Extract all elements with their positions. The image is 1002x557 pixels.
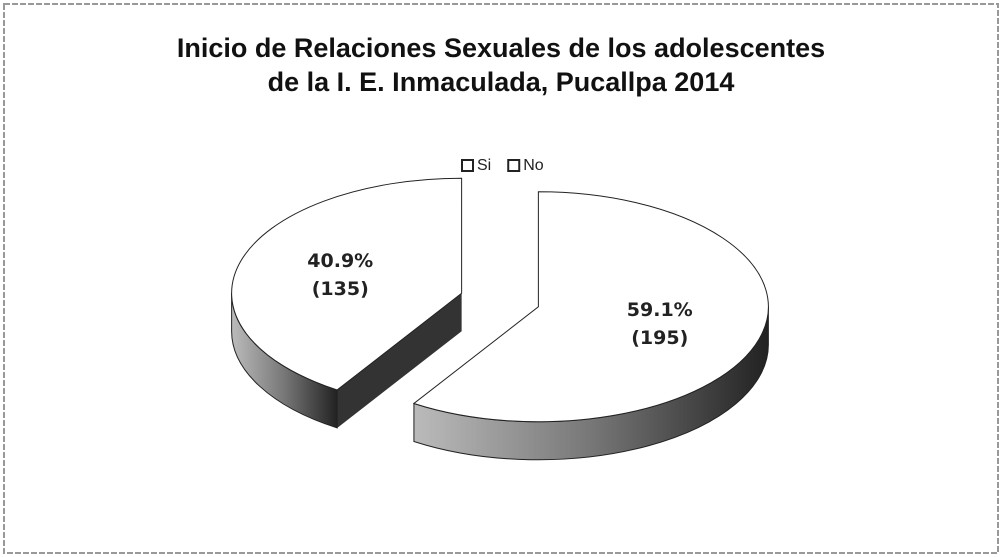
- legend-label: No: [523, 157, 544, 174]
- slice: [412, 191, 769, 423]
- chart-frame: [3, 3, 999, 554]
- count-label: (195): [631, 327, 688, 349]
- legend-swatch: [461, 159, 474, 172]
- slice: [231, 177, 463, 391]
- value-label: 40.9%: [307, 250, 373, 272]
- chart-title: de la I. E. Inmaculada, Pucallpa 2014: [268, 67, 735, 97]
- legend-swatch: [507, 159, 521, 172]
- chart-title: Inicio de Relaciones Sexuales de los ado…: [177, 33, 825, 63]
- slice-wall: [337, 293, 462, 428]
- count-label: (135): [312, 278, 369, 300]
- legend-label: Si: [477, 157, 491, 174]
- value-label: 59.1%: [627, 299, 693, 321]
